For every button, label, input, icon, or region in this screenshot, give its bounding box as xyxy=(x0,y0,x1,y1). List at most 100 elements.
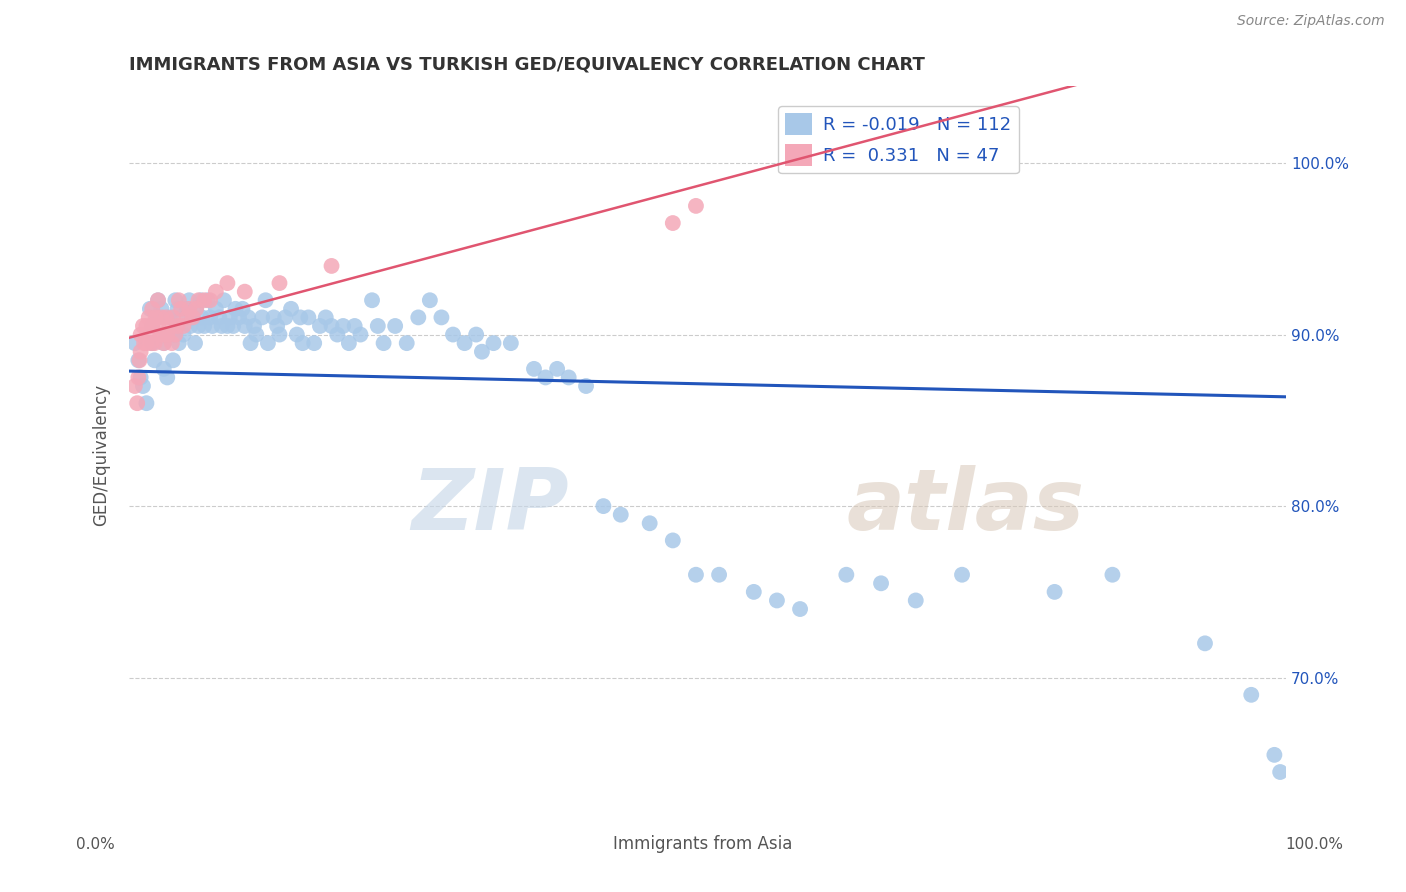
Point xyxy=(250,310,273,325)
Point xyxy=(870,576,893,591)
Point xyxy=(228,310,250,325)
Point xyxy=(453,336,475,351)
Text: Source: ZipAtlas.com: Source: ZipAtlas.com xyxy=(1237,14,1385,28)
Point xyxy=(297,310,319,325)
Point xyxy=(291,336,314,351)
Point xyxy=(129,370,152,384)
Point xyxy=(127,370,149,384)
Point xyxy=(546,362,568,376)
Point xyxy=(146,310,169,325)
Point xyxy=(134,336,156,351)
Point xyxy=(610,508,633,522)
Point xyxy=(165,293,187,308)
Point xyxy=(141,318,163,333)
Point xyxy=(152,336,174,351)
Point xyxy=(146,293,169,308)
Point xyxy=(139,336,162,351)
Point xyxy=(167,293,190,308)
Point xyxy=(499,336,522,351)
Point xyxy=(441,327,464,342)
Point xyxy=(395,336,418,351)
Point xyxy=(132,379,155,393)
Point xyxy=(155,310,177,325)
Point xyxy=(198,293,221,308)
Point xyxy=(707,567,730,582)
Point xyxy=(766,593,789,607)
Point xyxy=(145,310,167,325)
Point xyxy=(315,310,337,325)
Point xyxy=(266,318,288,333)
Point xyxy=(239,336,262,351)
Point xyxy=(150,301,173,316)
Point xyxy=(269,327,291,342)
Point xyxy=(156,327,179,342)
Point xyxy=(201,318,224,333)
Point xyxy=(217,276,239,290)
Point xyxy=(309,318,332,333)
Point xyxy=(408,310,430,325)
Point xyxy=(950,567,973,582)
Point xyxy=(162,310,184,325)
Point xyxy=(471,344,494,359)
Point xyxy=(1043,585,1066,599)
Point xyxy=(172,318,194,333)
Point xyxy=(257,336,280,351)
Point xyxy=(302,336,325,351)
Point xyxy=(430,310,453,325)
Point xyxy=(159,318,181,333)
Point xyxy=(523,362,546,376)
Point xyxy=(1101,567,1123,582)
Point xyxy=(789,602,811,616)
Point xyxy=(191,310,214,325)
Point xyxy=(225,301,247,316)
Point xyxy=(187,293,209,308)
Point xyxy=(904,593,927,607)
Point xyxy=(143,336,166,351)
Point xyxy=(127,353,149,368)
Point xyxy=(685,199,707,213)
Point xyxy=(135,396,157,410)
Point xyxy=(835,567,858,582)
Point xyxy=(233,318,256,333)
Point xyxy=(1270,764,1292,779)
Point xyxy=(179,318,201,333)
Point xyxy=(190,293,212,308)
Legend: R = -0.019   N = 112, R =  0.331   N = 47: R = -0.019 N = 112, R = 0.331 N = 47 xyxy=(778,106,1019,173)
Point xyxy=(662,216,685,230)
Point xyxy=(419,293,441,308)
Point xyxy=(160,327,183,342)
Point xyxy=(166,301,188,316)
Point xyxy=(208,310,231,325)
Point xyxy=(367,318,389,333)
Point xyxy=(290,310,312,325)
Point xyxy=(162,353,184,368)
Point xyxy=(124,336,146,351)
Point xyxy=(233,285,256,299)
Point xyxy=(150,310,173,325)
Y-axis label: GED/Equivalency: GED/Equivalency xyxy=(93,384,110,525)
Text: ZIP: ZIP xyxy=(411,465,568,548)
Point xyxy=(152,362,174,376)
Text: 100.0%: 100.0% xyxy=(1285,838,1344,852)
Point xyxy=(662,533,685,548)
Point xyxy=(212,293,235,308)
Point xyxy=(146,318,169,333)
Point xyxy=(129,327,152,342)
Point xyxy=(557,370,579,384)
Point xyxy=(349,327,371,342)
Point xyxy=(160,336,183,351)
Point xyxy=(176,310,198,325)
Point xyxy=(534,370,557,384)
Point xyxy=(193,318,215,333)
Point xyxy=(127,396,149,410)
Point xyxy=(197,293,219,308)
Point xyxy=(165,327,187,342)
Point xyxy=(1263,747,1285,762)
Point xyxy=(172,327,194,342)
Point xyxy=(218,310,240,325)
Point xyxy=(129,344,152,359)
Point xyxy=(343,318,366,333)
Point xyxy=(245,327,267,342)
Point xyxy=(274,310,297,325)
Point xyxy=(165,327,187,342)
